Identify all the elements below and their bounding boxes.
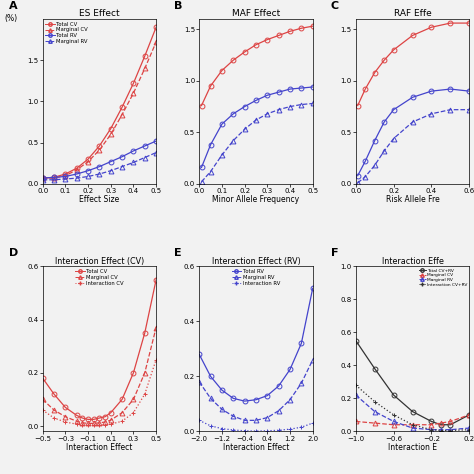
X-axis label: Effect Size: Effect Size bbox=[79, 195, 119, 204]
Text: F: F bbox=[331, 248, 338, 258]
Title: Interaction Effe: Interaction Effe bbox=[382, 256, 444, 265]
Text: B: B bbox=[174, 1, 182, 11]
X-axis label: Minor Allele Frequency: Minor Allele Frequency bbox=[212, 195, 300, 204]
Text: A: A bbox=[9, 1, 17, 11]
Title: ES Effect: ES Effect bbox=[79, 9, 120, 18]
Title: Interaction Effect (CV): Interaction Effect (CV) bbox=[55, 256, 144, 265]
Legend: Total CV, Marginal CV, Total RV, Marginal RV: Total CV, Marginal CV, Total RV, Margina… bbox=[46, 22, 88, 44]
Text: E: E bbox=[174, 248, 182, 258]
Title: MAF Effect: MAF Effect bbox=[232, 9, 280, 18]
X-axis label: Risk Allele Fre: Risk Allele Fre bbox=[386, 195, 439, 204]
Legend: Total CV, Marginal CV, Interaction CV: Total CV, Marginal CV, Interaction CV bbox=[75, 269, 124, 286]
Title: Interaction Effect (RV): Interaction Effect (RV) bbox=[211, 256, 301, 265]
Title: RAF Effe: RAF Effe bbox=[393, 9, 431, 18]
X-axis label: Interaction E: Interaction E bbox=[388, 443, 437, 452]
Legend: Total CV+RV, Marginal CV, Marginal RV, Interaction CV+RV: Total CV+RV, Marginal CV, Marginal RV, I… bbox=[419, 269, 467, 287]
Text: (%): (%) bbox=[5, 14, 18, 23]
Text: C: C bbox=[331, 1, 339, 11]
Text: D: D bbox=[9, 248, 18, 258]
X-axis label: Interaction Effect: Interaction Effect bbox=[66, 443, 133, 452]
Legend: Total RV, Marginal RV, Interaction RV: Total RV, Marginal RV, Interaction RV bbox=[232, 269, 280, 286]
X-axis label: Interaction Effect: Interaction Effect bbox=[223, 443, 289, 452]
